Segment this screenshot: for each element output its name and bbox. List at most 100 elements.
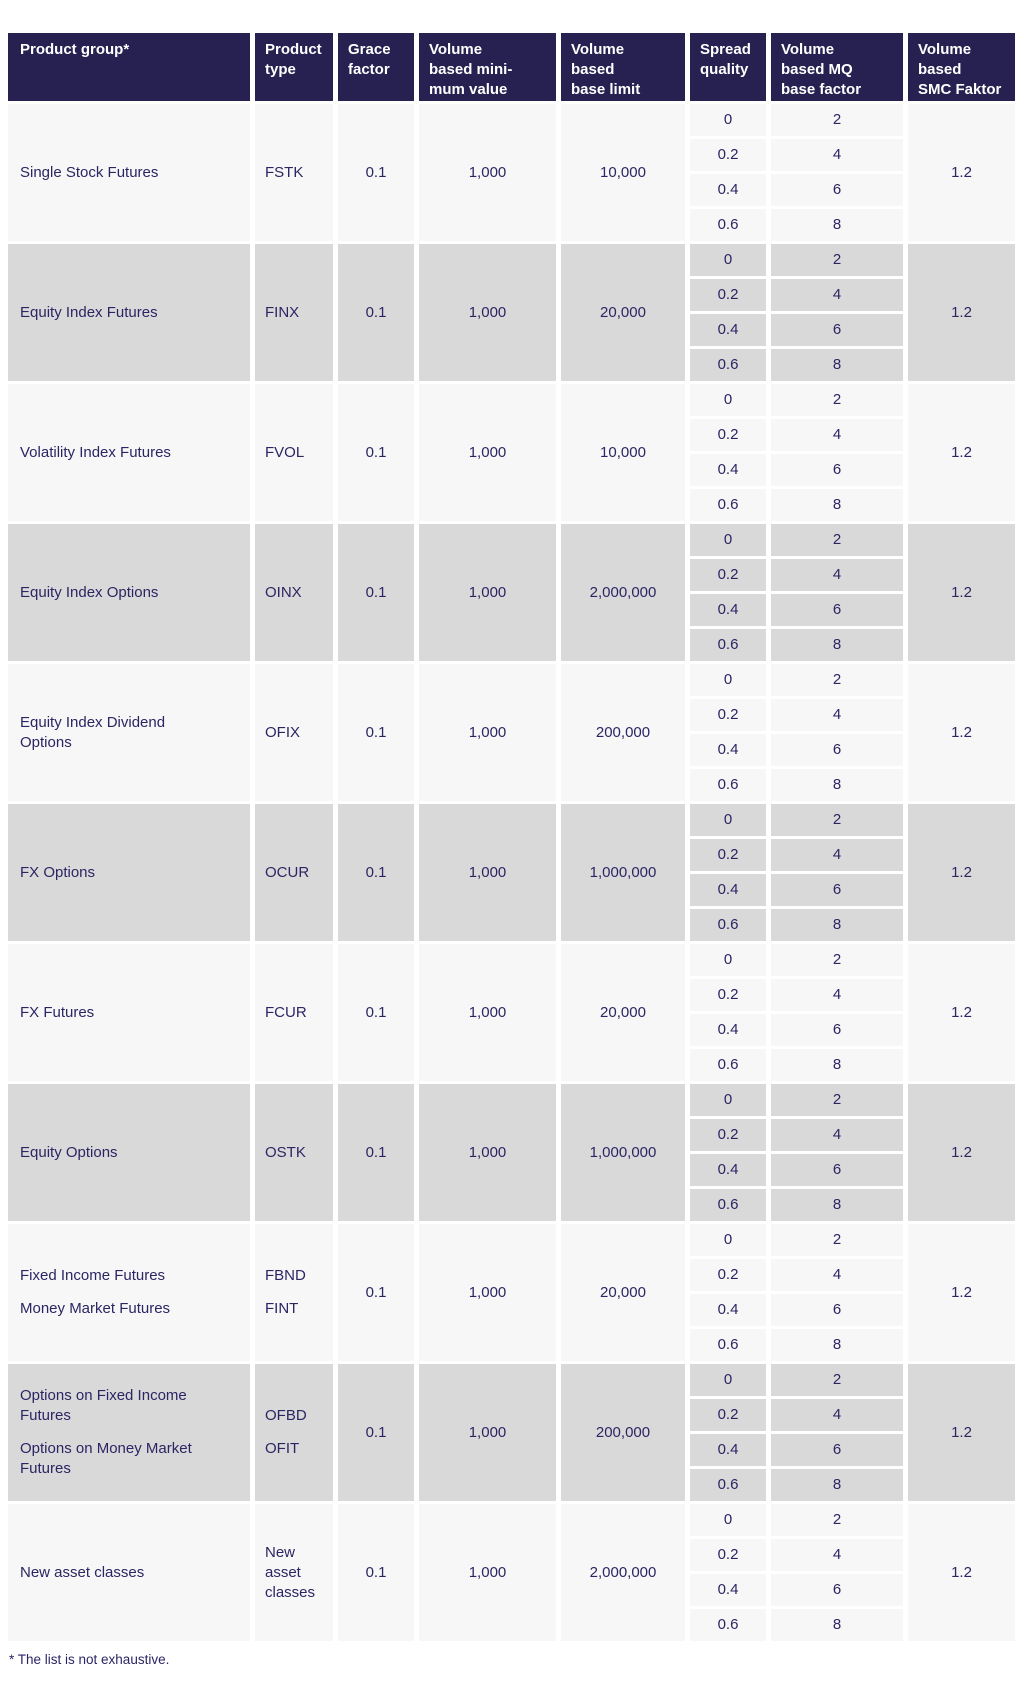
mq-base-factor-cell: 8 bbox=[771, 209, 903, 241]
table-row: 0.4 6 bbox=[8, 1574, 1015, 1606]
mq-base-factor-cell: 2 bbox=[771, 664, 903, 696]
product-type-cell: FBND FINT bbox=[255, 1224, 333, 1361]
product-group-text: Equity Index Options bbox=[20, 583, 159, 601]
mq-base-factor-cell: 4 bbox=[771, 1119, 903, 1151]
mq-base-factor-cell: 6 bbox=[771, 734, 903, 766]
product-type-text: FINX bbox=[265, 303, 300, 321]
table-row: 0.2 4 bbox=[8, 839, 1015, 871]
table-row: 0.6 8 bbox=[8, 1609, 1015, 1641]
table-row: FX Futures FCUR 0.1 1,000 20,000 0 2 1.2 bbox=[8, 944, 1015, 1081]
mq-base-factor-cell: 2 bbox=[771, 1504, 903, 1536]
table-row: 0.4 6 bbox=[8, 1154, 1015, 1186]
mq-base-factor-cell: 2 bbox=[771, 1084, 903, 1116]
table-row: 0.2 4 bbox=[8, 279, 1015, 311]
product-group-cell: Options on Fixed Income Futures Options o… bbox=[8, 1364, 250, 1501]
mq-base-factor-cell: 2 bbox=[771, 804, 903, 836]
header-line: Volume bbox=[918, 41, 972, 58]
spread-quality-cell: 0 bbox=[690, 1224, 766, 1256]
product-group-text: Fixed Income Futures bbox=[20, 1267, 166, 1284]
min-value-cell: 1,000 bbox=[419, 384, 556, 521]
spread-quality-cell: 0.2 bbox=[690, 1259, 766, 1291]
spread-quality-cell: 0.4 bbox=[690, 1154, 766, 1186]
mq-base-factor-cell: 6 bbox=[771, 1434, 903, 1466]
grace-factor-cell: 0.1 bbox=[338, 664, 414, 801]
min-value-cell: 1,000 bbox=[419, 524, 556, 661]
spread-quality-cell: 0.2 bbox=[690, 139, 766, 171]
product-type-text: New asset classes bbox=[265, 1543, 316, 1601]
mq-base-factor-cell: 6 bbox=[771, 1574, 903, 1606]
mq-base-factor-cell: 6 bbox=[771, 314, 903, 346]
table-row: Equity Index Options OINX 0.1 1,000 2,000,00… bbox=[8, 524, 1015, 661]
spread-quality-cell: 0.6 bbox=[690, 1049, 766, 1081]
mq-base-factor-cell: 2 bbox=[771, 244, 903, 276]
mq-base-factor-cell: 4 bbox=[771, 979, 903, 1011]
base-limit-cell: 2,000,000 bbox=[561, 524, 685, 661]
mq-base-factor-cell: 8 bbox=[771, 629, 903, 661]
product-group-text: Equity Index Futures bbox=[20, 303, 158, 321]
table-row: Single Stock Futures FSTK 0.1 1,000 10,000 0 2… bbox=[8, 104, 1015, 241]
min-value-cell: 1,000 bbox=[419, 1364, 556, 1501]
mq-base-factor-cell: 6 bbox=[771, 1014, 903, 1046]
mq-base-factor-cell: 8 bbox=[771, 1049, 903, 1081]
grace-factor-cell: 0.1 bbox=[338, 1084, 414, 1221]
base-limit-cell: 2,000,000 bbox=[561, 1504, 685, 1641]
pricing-parameter-table: Product group* Product type Grace factor Volu… bbox=[3, 30, 1020, 1644]
header-line: based bbox=[918, 61, 962, 78]
spread-quality-cell: 0 bbox=[690, 1084, 766, 1116]
product-group-cell: New asset classes bbox=[8, 1504, 250, 1641]
smc-faktor-cell: 1.2 bbox=[908, 384, 1015, 521]
mq-base-factor-cell: 2 bbox=[771, 944, 903, 976]
spread-quality-cell: 0.4 bbox=[690, 174, 766, 206]
table-row: 0.6 8 bbox=[8, 1189, 1015, 1221]
mq-base-factor-cell: 6 bbox=[771, 454, 903, 486]
spread-quality-cell: 0 bbox=[690, 244, 766, 276]
product-group-cell: Equity Options bbox=[8, 1084, 250, 1221]
product-type-text: FINT bbox=[265, 1300, 299, 1317]
mq-base-factor-cell: 8 bbox=[771, 1329, 903, 1361]
product-group-text: Equity Options bbox=[20, 1143, 118, 1161]
min-value-cell: 1,000 bbox=[419, 664, 556, 801]
header-line: mum value bbox=[429, 81, 508, 98]
header-line: quality bbox=[700, 61, 749, 78]
header-line: based bbox=[571, 61, 615, 78]
product-type-text: OFBD bbox=[265, 1407, 307, 1424]
grace-factor-cell: 0.1 bbox=[338, 1364, 414, 1501]
grace-factor-cell: 0.1 bbox=[338, 804, 414, 941]
product-group-text: New asset classes bbox=[20, 1563, 145, 1581]
product-type-cell: FSTK bbox=[255, 104, 333, 241]
spread-quality-cell: 0 bbox=[690, 524, 766, 556]
spread-quality-cell: 0.6 bbox=[690, 629, 766, 661]
product-type-text: FCUR bbox=[265, 1003, 307, 1021]
table-row: 0.2 4 bbox=[8, 1119, 1015, 1151]
smc-faktor-cell: 1.2 bbox=[908, 664, 1015, 801]
smc-faktor-cell: 1.2 bbox=[908, 524, 1015, 661]
mq-base-factor-cell: 4 bbox=[771, 1399, 903, 1431]
mq-base-factor-cell: 4 bbox=[771, 139, 903, 171]
table-row: 0.4 6 bbox=[8, 454, 1015, 486]
table-row: 0.2 4 bbox=[8, 1399, 1015, 1431]
table-row: 0.4 6 bbox=[8, 734, 1015, 766]
product-group-text: Options on Fixed Income Futures bbox=[20, 1387, 187, 1424]
table-row: 0.4 6 bbox=[8, 1434, 1015, 1466]
table-row: 0.4 6 bbox=[8, 314, 1015, 346]
min-value-cell: 1,000 bbox=[419, 1084, 556, 1221]
mq-base-factor-cell: 6 bbox=[771, 1294, 903, 1326]
header-cell-volume-based-smc-faktor: Volume based SMC Faktor bbox=[908, 33, 1015, 101]
product-group-cell: FX Options bbox=[8, 804, 250, 941]
spread-quality-cell: 0.4 bbox=[690, 594, 766, 626]
spread-quality-cell: 0 bbox=[690, 664, 766, 696]
product-group-text: Money Market Futures bbox=[20, 1300, 171, 1317]
header-cell-product-type: Product type bbox=[255, 33, 333, 101]
spread-quality-cell: 0.6 bbox=[690, 1609, 766, 1641]
mq-base-factor-cell: 8 bbox=[771, 489, 903, 521]
smc-faktor-cell: 1.2 bbox=[908, 944, 1015, 1081]
header-line: Spread bbox=[700, 41, 751, 58]
product-type-cell: FINX bbox=[255, 244, 333, 381]
header-line: type bbox=[265, 61, 296, 78]
grace-factor-cell: 0.1 bbox=[338, 1224, 414, 1361]
header-line: Volume bbox=[571, 41, 625, 58]
header-row: Product group* Product type Grace factor Volu… bbox=[8, 33, 1015, 101]
grace-factor-cell: 0.1 bbox=[338, 244, 414, 381]
spread-quality-cell: 0.6 bbox=[690, 909, 766, 941]
product-type-text: OCUR bbox=[265, 863, 310, 881]
